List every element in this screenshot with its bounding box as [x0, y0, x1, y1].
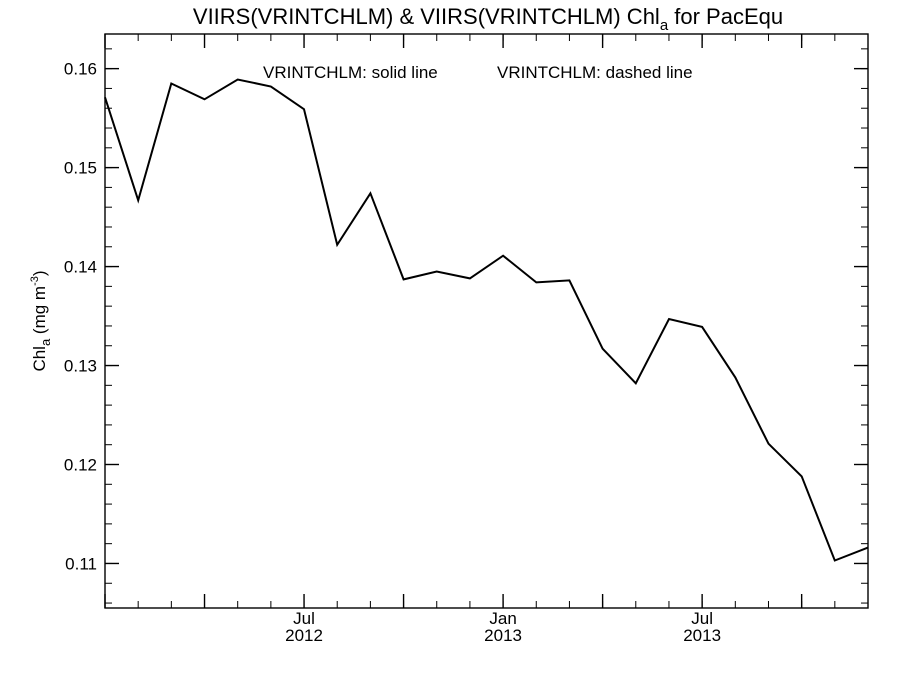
x-tick-month-label: Jan — [489, 609, 516, 628]
y-axis: 0.11 0.12 0.13 0.14 0.15 0.16 — [64, 60, 868, 573]
y-tick-label: 0.15 — [64, 159, 97, 178]
y-tick-label: 0.12 — [64, 456, 97, 475]
y-tick-label: 0.14 — [64, 258, 97, 277]
y-tick-label: 0.11 — [65, 554, 97, 573]
y-axis-label: Chla (mg m-3) — [29, 270, 53, 371]
plot-frame — [104, 33, 869, 609]
dashed-line-note: VRINTCHLM: dashed line — [497, 63, 693, 82]
solid-line-note: VRINTCHLM: solid line — [263, 63, 438, 82]
chart-title: VIIRS(VRINTCHLM) & VIIRS(VRINTCHLM) Chla… — [193, 4, 783, 34]
series-layer — [104, 78, 869, 562]
x-tick-year-label: 2012 — [285, 626, 323, 645]
x-minor-ticks — [104, 34, 869, 608]
y-tick-label: 0.16 — [64, 60, 97, 79]
x-tick-month-label: Jul — [293, 609, 315, 628]
y-minor-ticks — [105, 48, 868, 604]
x-tick-month-label: Jul — [691, 609, 713, 628]
plot-border — [104, 33, 869, 609]
series-line — [104, 78, 869, 562]
x-tick-year-label: 2013 — [683, 626, 721, 645]
x-tick-year-label: 2013 — [484, 626, 522, 645]
y-tick-label: 0.13 — [64, 357, 97, 376]
